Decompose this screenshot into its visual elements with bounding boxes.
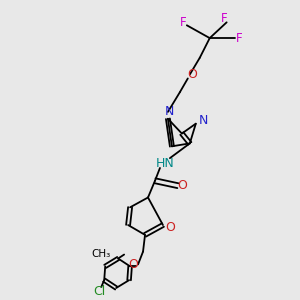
Text: F: F — [179, 16, 186, 29]
Text: HN: HN — [156, 157, 174, 169]
Text: O: O — [177, 179, 187, 192]
Text: O: O — [165, 220, 175, 233]
Text: F: F — [236, 32, 243, 45]
Text: F: F — [221, 12, 228, 25]
Text: O: O — [187, 68, 197, 81]
Text: CH₃: CH₃ — [91, 249, 110, 259]
Text: N: N — [199, 114, 208, 127]
Text: Cl: Cl — [93, 285, 105, 298]
Text: O: O — [128, 258, 138, 271]
Text: N: N — [165, 105, 175, 119]
